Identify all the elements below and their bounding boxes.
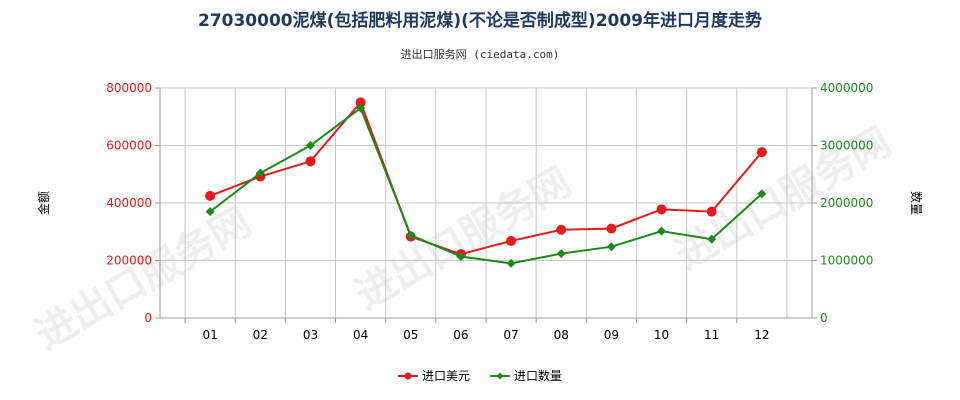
- chart-title: 27030000泥煤(包括肥料用泥煤)(不论是否制成型)2009年进口月度走势: [197, 11, 763, 31]
- series-line-2: [209, 106, 763, 265]
- y-axis-left-title: 金额: [36, 191, 51, 215]
- y-axis-right-title: 数量: [909, 191, 924, 215]
- watermarks: 进出口服务网 进出口服务网 进出口服务网: [28, 119, 899, 359]
- series-line-1: [209, 100, 763, 256]
- legend-label: 进口数量: [514, 368, 562, 383]
- series: [205, 97, 767, 268]
- series-1-point: [656, 204, 667, 215]
- legend-swatch-marker: [496, 372, 504, 380]
- series-1-point: [305, 156, 316, 167]
- series-1-point: [606, 223, 617, 234]
- series-2-point: [556, 249, 566, 259]
- y-left-tick-label: 0: [144, 311, 152, 325]
- series-2-point: [205, 207, 215, 217]
- chart-subtitle: 进出口服务网 (ciedata.com): [400, 48, 560, 61]
- series-2-point: [707, 234, 717, 244]
- y-right-tick-label: 0: [820, 311, 828, 325]
- x-tick-label: 01: [203, 328, 218, 342]
- series-2-point: [757, 189, 767, 199]
- ticks: 0 200000 400000 600000 800000 0 1000000 2000000…: [106, 81, 873, 342]
- x-tick-label: 03: [303, 328, 318, 342]
- x-tick-label: 04: [353, 328, 368, 342]
- x-tick-label: 08: [554, 328, 569, 342]
- x-tick-label: 12: [754, 328, 769, 342]
- series-2-point: [657, 226, 667, 236]
- legend-swatch-marker: [404, 372, 412, 380]
- series-2-point: [506, 258, 516, 268]
- series-2-point: [606, 242, 616, 252]
- series-1-point: [506, 235, 517, 246]
- x-tick-label: 07: [503, 328, 518, 342]
- y-right-tick-label: 1000000: [820, 254, 873, 268]
- series-1-point: [756, 147, 767, 158]
- x-tick-label: 11: [704, 328, 719, 342]
- series-1-point: [556, 224, 567, 235]
- series-2-point: [406, 230, 416, 240]
- y-right-tick-label: 4000000: [820, 81, 873, 95]
- y-right-tick-label: 3000000: [820, 139, 873, 153]
- series-2-point: [456, 251, 466, 261]
- y-left-tick-label: 400000: [106, 196, 152, 210]
- series-2-point: [255, 168, 265, 178]
- series-1-point: [205, 190, 216, 201]
- legend-label: 进口美元: [422, 369, 470, 383]
- grid: [160, 87, 812, 318]
- watermark-text: 进出口服务网: [348, 159, 579, 319]
- y-left-tick-label: 200000: [106, 254, 152, 268]
- x-tick-label: 05: [403, 328, 418, 342]
- y-right-tick-label: 2000000: [820, 196, 873, 210]
- legend: 进口美元 进口数量: [398, 368, 562, 383]
- x-tick-label: 02: [253, 328, 268, 342]
- x-tick-label: 06: [453, 328, 468, 342]
- y-left-tick-label: 800000: [106, 81, 152, 95]
- series-2-point: [356, 103, 366, 113]
- x-tick-label: 09: [604, 328, 619, 342]
- y-left-tick-label: 600000: [106, 139, 152, 153]
- x-tick-label: 10: [654, 328, 669, 342]
- series-1-point: [706, 206, 717, 217]
- series-1-point: [355, 97, 366, 108]
- watermark-text: 进出口服务网: [28, 199, 259, 359]
- series-2-point: [305, 141, 315, 150]
